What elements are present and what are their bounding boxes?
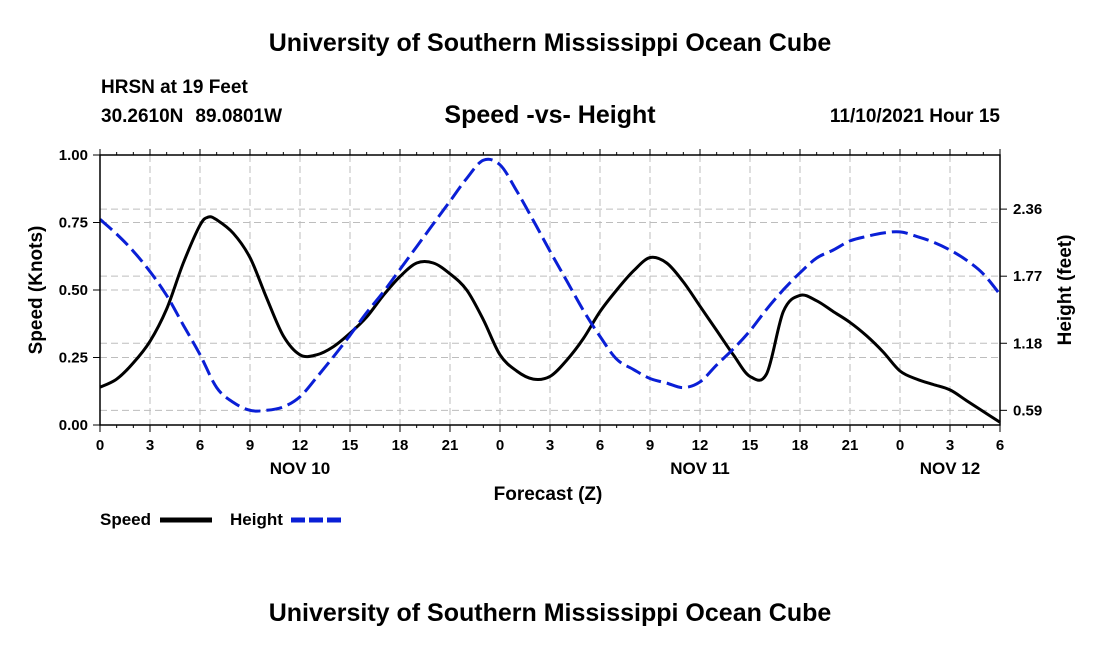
y2-tick-label: 1.18 [1013, 335, 1042, 352]
x-axis-label: Forecast (Z) [494, 484, 603, 505]
chart-subtitle: Speed -vs- Height [444, 101, 656, 129]
x-tick-label: 9 [246, 437, 254, 454]
forecast-datetime: 11/10/2021 Hour 15 [829, 106, 1000, 127]
y-tick-label: 0.75 [59, 215, 88, 232]
legend: Speed Height [100, 510, 343, 529]
x-tick-label: 9 [646, 437, 654, 454]
y2-tick-label: 2.36 [1013, 201, 1042, 218]
x-tick-label: 0 [496, 437, 504, 454]
chart-grid [100, 155, 1000, 425]
y-tick-label: 0.25 [59, 350, 88, 367]
series-layer [99, 157, 1002, 424]
y-tick-label: 0.50 [59, 282, 88, 299]
y2-tick-label: 0.59 [1013, 402, 1042, 419]
y-tick-label: 1.00 [59, 147, 88, 164]
legend-height-label: Height [230, 510, 283, 529]
x-tick-label: 3 [946, 437, 954, 454]
series-line-height [99, 157, 1002, 413]
x-tick-label: 12 [692, 437, 709, 454]
date-label: NOV 10 [270, 459, 330, 478]
legend-speed-label: Speed [100, 510, 151, 529]
y2-axis-label: Height (feet) [1055, 235, 1076, 346]
x-tick-label: 6 [196, 437, 204, 454]
latitude: 30.2610N [101, 106, 184, 127]
x-tick-label: 12 [292, 437, 309, 454]
x-tick-label: 18 [392, 437, 409, 454]
x-tick-label: 21 [842, 437, 859, 454]
chart-axes: 0 3 6 9 12 15 18 21 0 3 6 9 12 15 18 21 0 3 6 NOV 10 NOV 11 N… [59, 147, 1042, 478]
x-tick-label: 0 [896, 437, 904, 454]
x-tick-label: 18 [792, 437, 809, 454]
x-tick-label: 15 [742, 437, 759, 454]
y2-tick-label: 1.77 [1013, 268, 1042, 285]
speed-height-chart: 0 3 6 9 12 15 18 21 0 3 6 9 12 15 18 21 0 3 6 NOV 10 NOV 11 N… [26, 147, 1076, 529]
coordinates: 30.2610N 89.0801W [101, 106, 282, 128]
x-tick-label: 0 [96, 437, 104, 454]
x-tick-label: 6 [596, 437, 604, 454]
date-label: NOV 12 [920, 459, 980, 478]
x-tick-label: 3 [546, 437, 554, 454]
page-title: University of Southern Mississippi Ocean… [268, 29, 832, 57]
y-tick-label: 0.00 [59, 417, 88, 434]
station-label: HRSN at 19 Feet [101, 77, 248, 98]
x-tick-label: 3 [146, 437, 154, 454]
y-axis-label: Speed (Knots) [26, 226, 47, 355]
longitude: 89.0801W [195, 106, 283, 127]
date-label: NOV 11 [670, 459, 730, 478]
x-tick-label: 6 [996, 437, 1004, 454]
x-tick-label: 15 [342, 437, 359, 454]
x-tick-label: 21 [442, 437, 459, 454]
footer-title: University of Southern Mississippi Ocean… [268, 599, 832, 627]
series-line-speed [99, 215, 1001, 424]
